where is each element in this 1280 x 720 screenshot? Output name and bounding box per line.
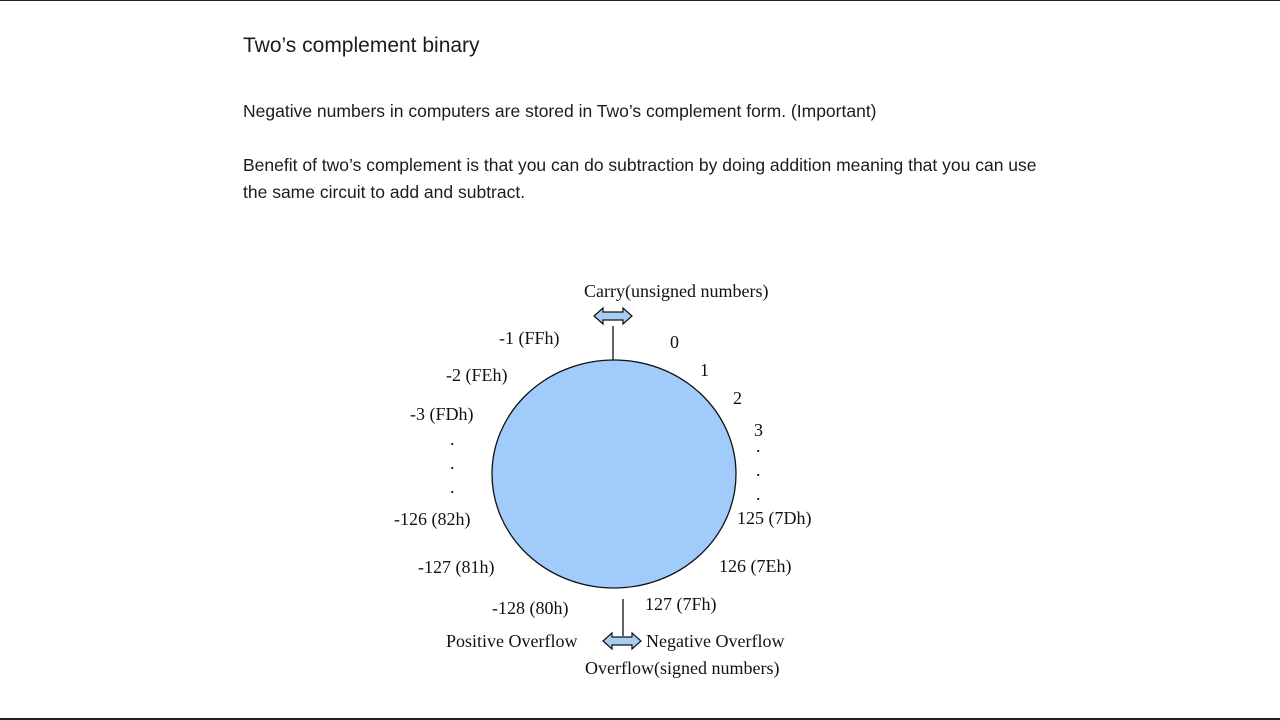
carry-label: Carry(unsigned numbers) [584,281,769,301]
ellipsis-dot-left: . [450,477,455,497]
label-minus-128: -128 (80h) [492,598,569,618]
ellipsis-dot-right: . [756,436,761,456]
ellipsis-dot-right: . [756,484,761,504]
ellipsis-dot-left: . [450,453,455,473]
label-1: 1 [700,360,709,380]
label-126: 126 (7Eh) [719,556,792,576]
negative-overflow-label: Negative Overflow [646,631,785,651]
label-minus-127: -127 (81h) [418,557,495,577]
positive-overflow-label: Positive Overflow [446,631,578,651]
page-title: Two’s complement binary [243,34,480,57]
label-minus-1: -1 (FFh) [499,328,560,348]
overflow-double-arrow [602,631,642,651]
number-circle [491,359,737,589]
label-minus-126: -126 (82h) [394,509,471,529]
label-minus-3: -3 (FDh) [410,404,474,424]
ellipsis-dot-right: . [756,460,761,480]
top-border [0,0,1280,1]
label-125: 125 (7Dh) [737,508,812,528]
bottom-border [0,718,1280,720]
overflow-label: Overflow(signed numbers) [585,658,780,678]
label-2: 2 [733,388,742,408]
ellipsis-dot-left: . [450,429,455,449]
label-3: 3 [754,420,763,440]
paragraph-negative-numbers: Negative numbers in computers are stored… [243,101,877,121]
label-127: 127 (7Fh) [645,594,717,614]
carry-double-arrow [593,306,633,326]
paragraph-benefit: Benefit of two’s complement is that you … [243,155,1037,202]
label-0: 0 [670,332,679,352]
label-minus-2: -2 (FEh) [446,365,508,385]
